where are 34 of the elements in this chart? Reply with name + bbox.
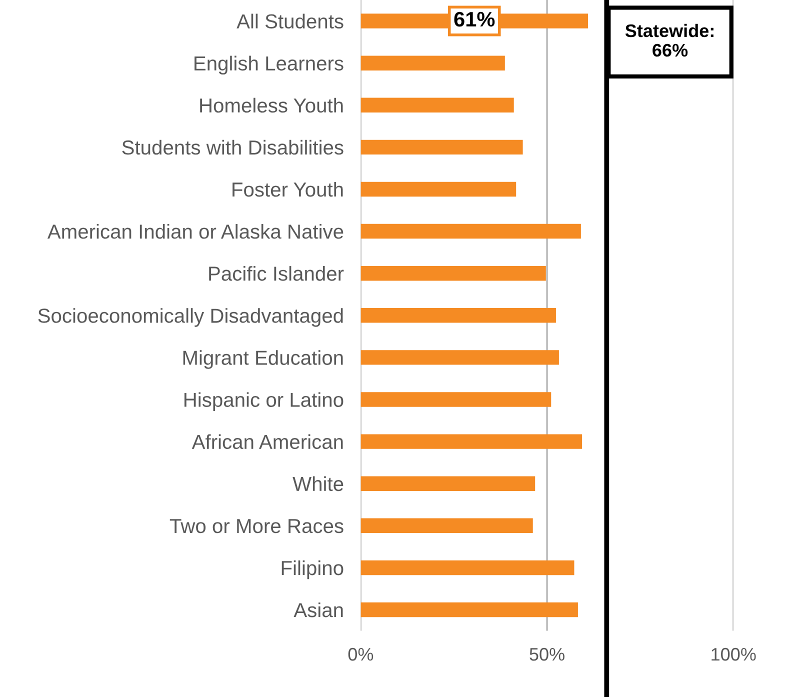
bar [360, 434, 582, 449]
bar [360, 350, 559, 365]
bar [360, 266, 546, 281]
bar [360, 224, 581, 239]
y-tick-label: All Students [236, 14, 344, 29]
bar [360, 602, 578, 618]
y-tick-label: Two or More Races [170, 519, 344, 534]
y-tick-label: English Learners [194, 56, 344, 75]
y-tick-label: Asian [294, 602, 343, 618]
y-tick-label: Pacific Islander [209, 266, 344, 281]
y-tick-label: Homeless Youth [200, 98, 343, 113]
x-tick-label: 50% [530, 648, 564, 661]
bar [360, 392, 552, 407]
data-label: 61% [454, 12, 495, 27]
y-tick-label: Foster Youth [232, 182, 343, 197]
bar [360, 98, 514, 112]
y-tick-label: African American [192, 434, 343, 450]
y-tick-label: American Indian or Alaska Native [47, 224, 344, 239]
bar [360, 518, 533, 534]
x-tick-label: 100% [712, 648, 756, 661]
bar [360, 56, 505, 70]
bar [360, 476, 536, 491]
bar [360, 560, 574, 576]
y-tick-label: Hispanic or Latino [184, 392, 344, 411]
bar [360, 182, 516, 197]
y-tick-label: Socioeconomically Disadvantaged [38, 308, 343, 327]
y-tick-label: Students with Disabilities [122, 140, 344, 155]
bar [360, 140, 523, 155]
bar [360, 308, 556, 323]
x-tick-label: 0% [348, 648, 374, 661]
ref-line-label: Statewide: 66% [625, 24, 714, 57]
y-tick-label: Filipino [282, 560, 344, 580]
y-tick-label: Migrant Education [183, 350, 343, 369]
y-tick-label: White [292, 476, 344, 492]
